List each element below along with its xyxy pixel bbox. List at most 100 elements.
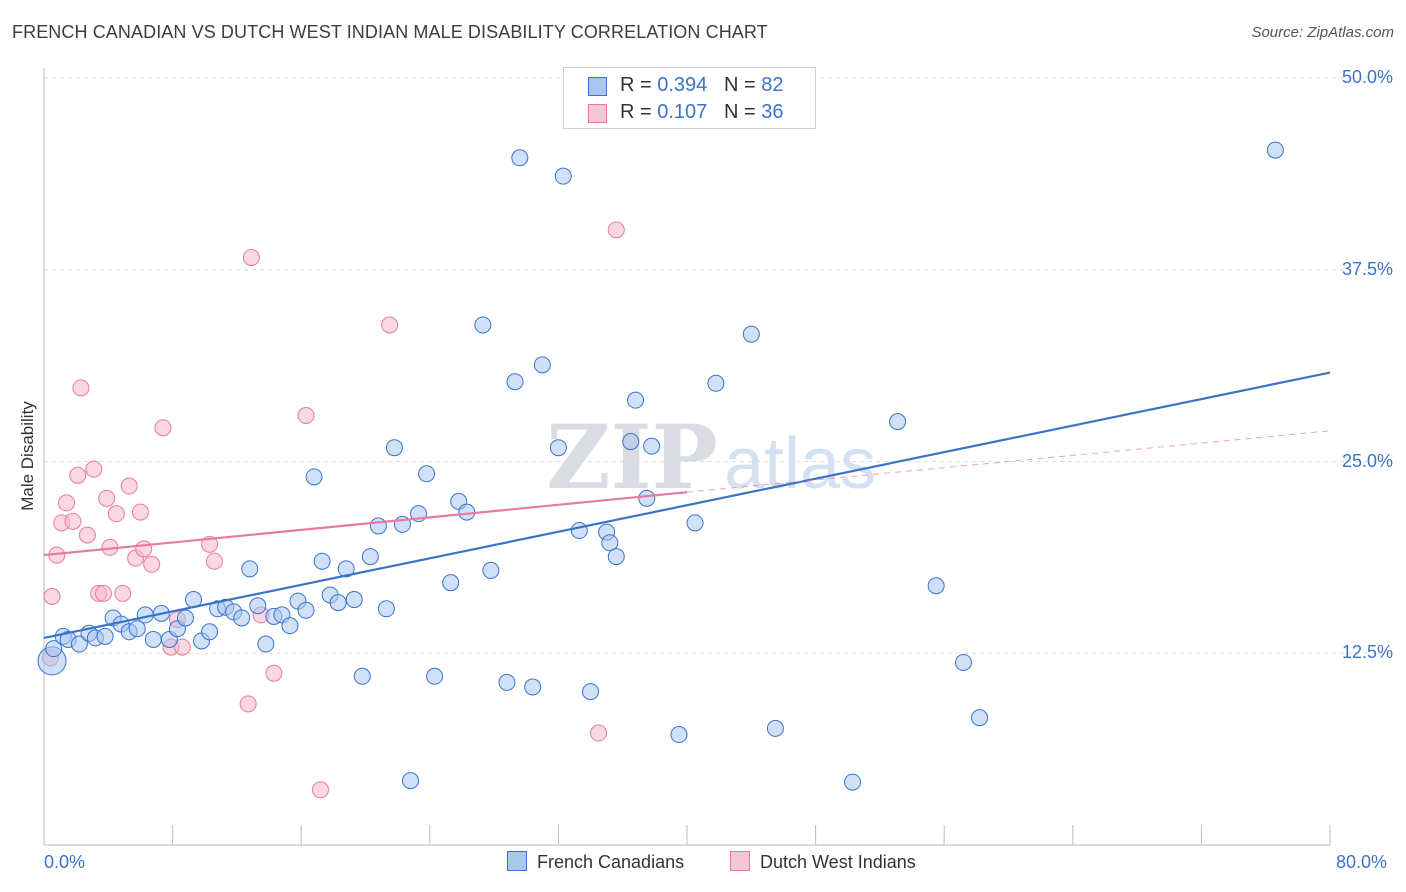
source-credit: Source: ZipAtlas.com [1251,24,1394,41]
french-canadian-point [297,601,315,619]
french-canadian-point [643,437,661,455]
french-canadian-point [385,439,403,457]
french-canadian-point [233,609,251,627]
dutch-west-indian-point [154,419,172,437]
dutch-west-indian-point [135,540,153,558]
legend-label-pink: Dutch West Indians [760,852,916,872]
dutch-west-indian-point [120,477,138,495]
french-canadian-point [176,609,194,627]
x-tick-label-min: 0.0% [44,852,86,872]
r-label: R = [620,101,652,123]
french-canadians-trend-line [43,371,1331,639]
dutch-west-indian-point [72,379,90,397]
dutch-west-indian-point [590,724,608,742]
french-canadian-point [670,726,688,744]
french-canadian-point [844,773,862,791]
y-tick-label: 37.5% [1341,258,1393,279]
french-canadian-point [889,413,907,431]
french-canadian-point [549,439,567,457]
french-canadian-point [377,600,395,618]
french-canadian-point [418,465,436,483]
dutch-west-indian-point [64,512,82,530]
french-canadian-point [524,678,542,696]
french-canadian-point [766,719,784,737]
french-canadian-point [353,667,371,685]
french-canadian-point [554,167,572,185]
french-canadian-point [627,391,645,409]
x-tick-label-max: 80.0% [1336,852,1388,872]
french-canadian-point [305,468,323,486]
french-canadian-point [1266,141,1284,159]
french-canadian-point [971,709,989,727]
r-label: R = [620,74,652,96]
dutch-west-indian-point [114,584,132,602]
french-canadian-point [313,552,331,570]
dutch-west-indian-point [107,505,125,523]
axes [43,68,1331,846]
watermark: ZIP atlas [546,405,876,509]
dutch-west-indian-point [311,781,329,799]
french-canadian-point [601,534,619,552]
french-canadian-point [402,772,420,790]
french-canadian-point [45,640,63,658]
legend-french-canadians: French Canadians [507,851,684,873]
watermark-zip: ZIP [546,405,718,509]
n-label: N = [723,74,756,96]
french-canadian-point [506,373,524,391]
dutch-west-indian-point [242,248,260,266]
french-canadian-point [474,316,492,334]
french-canadian-point [337,560,355,578]
french-canadian-point [570,522,588,540]
french-canadian-point [281,617,299,635]
dutch-west-indians-points [41,221,625,799]
french-canadian-point [257,635,275,653]
pink-swatch [730,851,750,871]
dutch-west-indian-point [239,695,257,713]
french-canadian-point [241,560,259,578]
blue-swatch [507,851,527,871]
french-canadian-point [638,489,656,507]
dutch-west-indian-point [43,587,61,605]
french-canadian-point [361,548,379,566]
blue-n-value: 82 [761,74,784,96]
y-tick-label: 50.0% [1341,67,1393,87]
pink-n-value: 36 [761,101,784,123]
chart-title: FRENCH CANADIAN VS DUTCH WEST INDIAN MAL… [12,22,768,42]
french-canadian-point [686,514,704,532]
french-canadian-point [426,667,444,685]
dutch-west-indian-point [131,503,149,521]
pink-r-value: 0.107 [657,101,708,123]
french-canadian-point [607,548,625,566]
french-canadian-point [582,683,600,701]
french-canadian-point [954,653,972,671]
dutch-west-indian-point [297,406,315,424]
french-canadian-point [144,630,162,648]
y-tick-label: 12.5% [1341,642,1393,663]
dutch-west-indian-point [381,316,399,334]
french-canadian-point [249,597,267,615]
dutch-west-indian-point [173,638,191,656]
french-canadian-point [482,561,500,579]
french-canadian-point [533,356,551,374]
dutch-west-indian-point [205,552,223,570]
watermark-atlas: atlas [724,424,876,504]
dutch-west-indian-point [94,584,112,602]
french-canadian-point [622,433,640,451]
french-canadian-point [345,591,363,609]
french-canadian-point [498,673,516,691]
french-canadian-point [442,574,460,592]
french-canadian-point [96,627,114,645]
dutch-west-indians-trend-extension [686,430,1331,493]
dutch-west-indian-point [98,489,116,507]
dutch-west-indian-point [143,555,161,573]
blue-swatch [588,77,607,96]
legend-label-blue: French Canadians [537,852,685,872]
y-tick-label: 25.0% [1341,450,1393,471]
legend-dutch-west-indians: Dutch West Indians [730,851,916,873]
dutch-west-indian-point [78,526,96,544]
trend-lines [43,371,1331,639]
correlation-legend: R = 0.394 N = 82 R = 0.107 N = 36 [563,67,816,129]
french-canadian-point [128,620,146,638]
french-canadian-point [70,635,88,653]
